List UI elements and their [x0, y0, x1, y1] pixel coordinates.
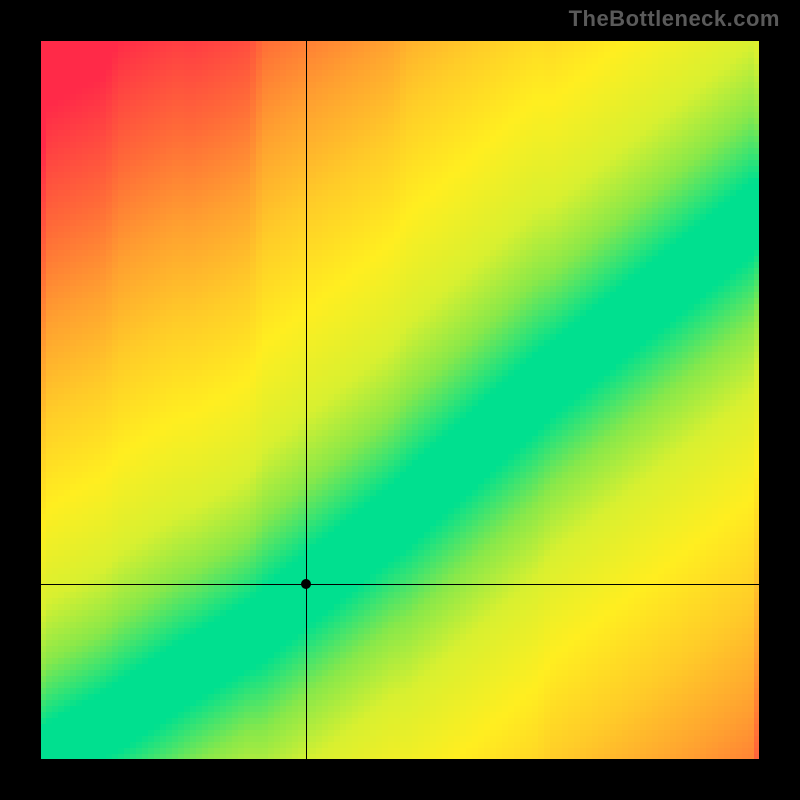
heatmap-canvas [40, 40, 760, 760]
crosshair-vertical [306, 40, 307, 760]
watermark-text: TheBottleneck.com [569, 6, 780, 32]
crosshair-horizontal [40, 584, 760, 585]
selection-marker [301, 579, 311, 589]
bottleneck-heatmap [40, 40, 760, 760]
